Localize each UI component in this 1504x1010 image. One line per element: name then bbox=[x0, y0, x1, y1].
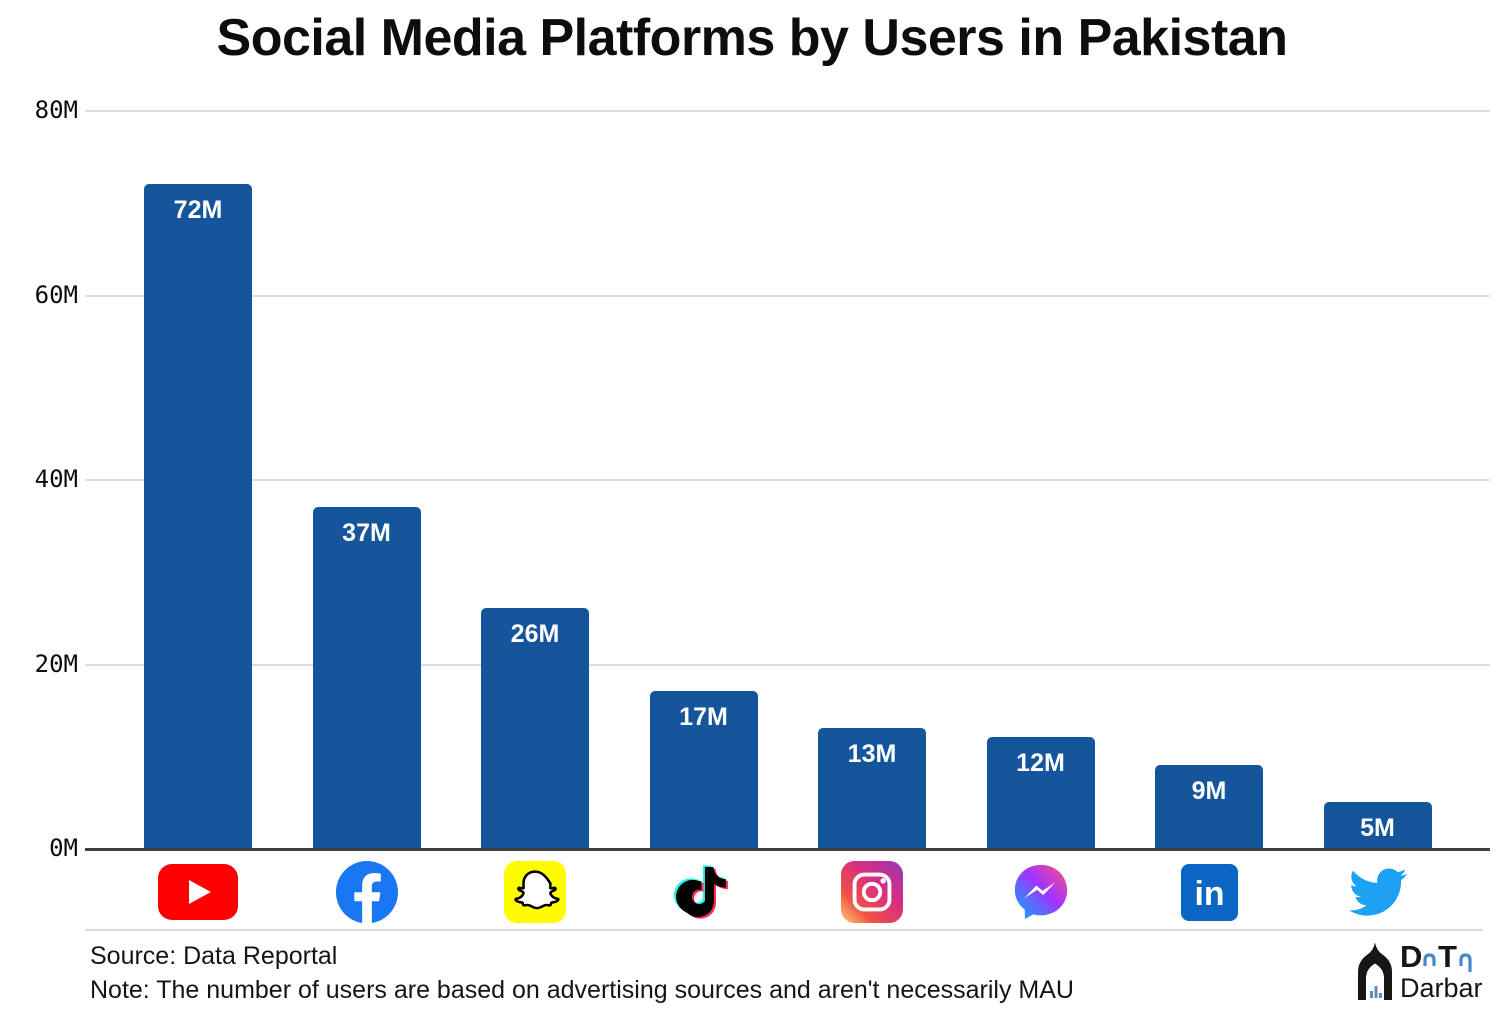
bar-linkedin: 9M bbox=[1155, 764, 1263, 848]
svg-text:T: T bbox=[1438, 939, 1457, 974]
bar-instagram: 13M bbox=[818, 728, 926, 848]
bar-value-label: 72M bbox=[173, 195, 223, 224]
bar-value-label: 12M bbox=[1016, 749, 1065, 778]
plot-area: 72M 37M 26M 17M 13M 12M 9M 5M bbox=[85, 110, 1490, 851]
source-caption: Source: Data Reportal bbox=[90, 942, 338, 970]
youtube-icon bbox=[143, 856, 253, 928]
y-axis-tick-label: 80M bbox=[34, 96, 78, 124]
instagram-icon bbox=[817, 856, 927, 928]
bar-facebook: 37M bbox=[312, 506, 421, 848]
twitter-icon bbox=[1323, 856, 1433, 928]
messenger-icon bbox=[986, 856, 1096, 928]
gridline bbox=[85, 479, 1490, 481]
y-axis-tick-label: 0M bbox=[49, 834, 78, 862]
bar-youtube: 72M bbox=[144, 183, 252, 848]
tiktok-icon bbox=[649, 856, 759, 928]
bar-value-label: 17M bbox=[679, 703, 728, 732]
bar-value-label: 37M bbox=[342, 518, 391, 547]
bar-twitter: 5M bbox=[1323, 801, 1432, 848]
svg-text:Darbar: Darbar bbox=[1400, 973, 1483, 1003]
data-darbar-logo: D T Darbar bbox=[1344, 934, 1494, 1010]
bar-value-label: 5M bbox=[1360, 813, 1395, 842]
linkedin-icon: in bbox=[1154, 856, 1264, 928]
snapchat-icon bbox=[480, 856, 590, 928]
bar-snapchat: 26M bbox=[481, 608, 589, 848]
bar-tiktok: 17M bbox=[649, 691, 758, 848]
gridline bbox=[85, 110, 1490, 112]
y-axis-tick-label: 40M bbox=[34, 465, 78, 493]
y-axis-tick-label: 20M bbox=[34, 649, 78, 678]
bar-messenger: 12M bbox=[986, 737, 1095, 848]
y-axis-tick-label: 60M bbox=[34, 280, 78, 309]
bar-value-label: 13M bbox=[847, 740, 897, 769]
svg-text:in: in bbox=[1194, 874, 1224, 912]
bar-value-label: 26M bbox=[510, 620, 560, 649]
note-caption: Note: The number of users are based on a… bbox=[90, 976, 1074, 1004]
gridline bbox=[85, 663, 1490, 666]
facebook-icon bbox=[312, 856, 422, 928]
bar-value-label: 9M bbox=[1191, 776, 1227, 805]
svg-text:D: D bbox=[1400, 939, 1422, 974]
chart-title: Social Media Platforms by Users in Pakis… bbox=[216, 9, 1288, 67]
footer-divider bbox=[85, 929, 1483, 931]
gridline bbox=[85, 294, 1490, 297]
